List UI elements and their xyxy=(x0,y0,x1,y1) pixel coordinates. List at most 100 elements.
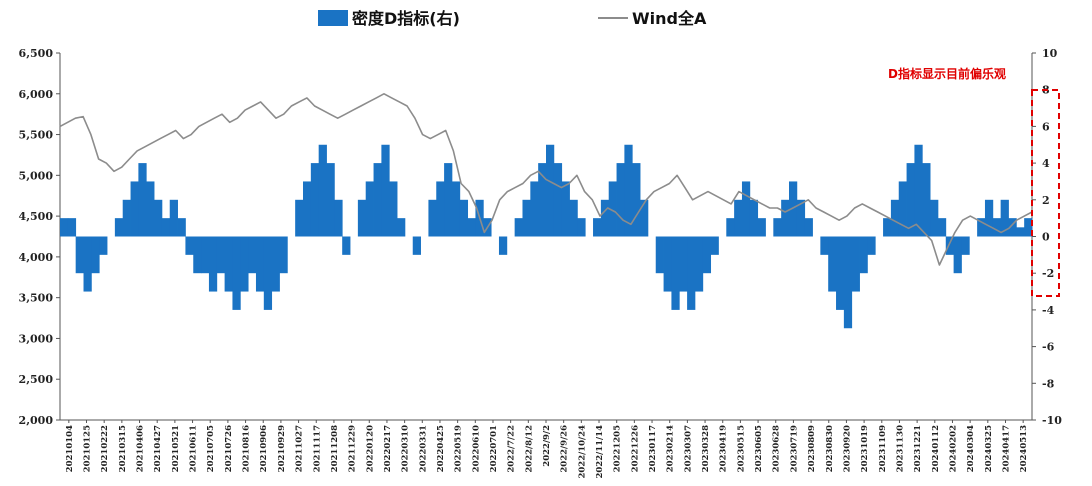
d-indicator-bars xyxy=(60,144,1033,329)
x-tick-label: 20220701 xyxy=(489,425,499,472)
d-indicator-bar xyxy=(569,199,578,237)
d-indicator-bar xyxy=(169,199,178,237)
x-tick-label: 20240325 xyxy=(984,425,994,472)
x-tick-label: 20230117 xyxy=(648,425,658,472)
x-tick-label: 2022/11/14 xyxy=(595,425,605,479)
d-indicator-bar xyxy=(428,199,437,237)
d-indicator-bar xyxy=(1016,227,1025,237)
d-indicator-bar xyxy=(741,181,751,237)
d-indicator-bar xyxy=(679,236,688,292)
d-indicator-bar xyxy=(538,163,547,237)
d-indicator-bar xyxy=(1024,218,1033,237)
annotation-group: D指标显示目前偏乐观 xyxy=(888,66,1060,297)
left-tick-label: 6,000 xyxy=(19,88,54,101)
d-indicator-bar xyxy=(757,218,766,237)
d-indicator-bar xyxy=(498,236,508,255)
x-tick-label: 20220425 xyxy=(436,425,446,472)
x-tick-label: 20230328 xyxy=(701,425,711,472)
d-indicator-bar xyxy=(263,236,273,310)
d-indicator-bar xyxy=(796,199,806,237)
annotation-dashed-box xyxy=(1031,89,1060,297)
d-indicator-bar xyxy=(546,144,555,237)
d-indicator-bar xyxy=(632,163,641,237)
x-tick-label: 20230307 xyxy=(683,425,693,472)
d-indicator-bar xyxy=(898,181,907,237)
d-indicator-bar xyxy=(789,181,798,237)
d-indicator-bar xyxy=(279,236,288,274)
x-tick-label: 20210906 xyxy=(259,425,269,472)
d-indicator-bar xyxy=(851,236,860,292)
d-indicator-bar xyxy=(890,199,900,237)
d-indicator-bar xyxy=(726,218,735,237)
left-tick-label: 5,000 xyxy=(19,169,54,182)
d-indicator-bar xyxy=(930,199,939,237)
x-tick-label: 20220519 xyxy=(454,425,464,472)
annotation-text: D指标显示目前偏乐观 xyxy=(888,66,1006,81)
x-tick-label: 20210816 xyxy=(242,425,252,472)
d-indicator-bar xyxy=(451,181,461,237)
d-indicator-bar xyxy=(624,144,633,237)
x-tick-label: 20221226 xyxy=(630,425,640,472)
left-tick-label: 3,500 xyxy=(19,292,54,305)
d-indicator-bar xyxy=(83,236,92,292)
d-indicator-bar xyxy=(828,236,837,292)
x-tick-label: 20210929 xyxy=(277,425,287,472)
left-tick-label: 3,000 xyxy=(19,332,54,345)
x-tick-label: 20210611 xyxy=(189,425,199,472)
d-indicator-bar xyxy=(804,218,813,237)
d-indicator-bar xyxy=(310,163,320,237)
x-tick-label: 20220331 xyxy=(418,425,428,472)
d-indicator-bar xyxy=(1008,218,1017,237)
d-indicator-bar xyxy=(694,236,704,292)
d-indicator-bar xyxy=(122,199,131,237)
x-tick-label: 20231019 xyxy=(860,425,870,472)
d-indicator-bar xyxy=(467,218,476,237)
x-tick-label: 20220310 xyxy=(401,425,411,472)
wind-a-series-line xyxy=(59,93,1033,266)
d-indicator-bar xyxy=(185,236,194,255)
right-tick-label: 0 xyxy=(1042,231,1050,244)
x-tick-label: 20230719 xyxy=(789,425,799,472)
legend: 密度D指标(右) Wind全A xyxy=(318,9,707,28)
right-tick-label: -2 xyxy=(1042,267,1054,280)
d-indicator-bar xyxy=(232,236,241,310)
x-tick-label: 20230920 xyxy=(842,425,852,472)
d-indicator-bar xyxy=(381,144,390,237)
d-indicator-bar xyxy=(992,218,1002,237)
d-indicator-bar xyxy=(687,236,696,310)
x-tick-label: 20230214 xyxy=(666,425,676,472)
d-indicator-bar xyxy=(663,236,672,292)
d-indicator-bar xyxy=(906,163,915,237)
d-indicator-bar xyxy=(781,199,790,237)
d-indicator-bar xyxy=(114,218,124,237)
d-indicator-bar xyxy=(561,181,570,237)
left-tick-label: 5,500 xyxy=(19,129,54,142)
x-tick-label: 20220610 xyxy=(471,425,481,472)
legend-bar-swatch xyxy=(318,10,348,26)
d-indicator-bar xyxy=(577,218,586,237)
x-tick-label: 2022/9/2 xyxy=(542,425,552,467)
d-indicator-bar xyxy=(922,163,931,237)
d-indicator-bar xyxy=(710,236,719,255)
d-indicator-bar xyxy=(193,236,202,274)
d-indicator-bar xyxy=(836,236,845,310)
d-indicator-bar xyxy=(154,199,163,237)
left-tick-label: 4,000 xyxy=(19,251,54,264)
d-indicator-bar xyxy=(553,163,563,237)
right-tick-label: -10 xyxy=(1042,414,1062,427)
x-tick-label: 20221205 xyxy=(613,425,623,472)
right-tick-label: 10 xyxy=(1042,47,1058,60)
d-indicator-bar xyxy=(177,218,186,237)
right-tick-label: 6 xyxy=(1042,120,1050,133)
right-tick-label: -6 xyxy=(1042,341,1055,354)
d-indicator-bar xyxy=(937,218,947,237)
legend-bar-label: 密度D指标(右) xyxy=(351,9,460,28)
x-tick-label: 20231130 xyxy=(895,425,905,472)
d-indicator-bar xyxy=(373,163,382,237)
left-tick-label: 2,500 xyxy=(19,373,54,386)
d-indicator-bar xyxy=(91,236,100,274)
d-indicator-bar xyxy=(773,218,782,237)
x-tick-label: 20210125 xyxy=(83,425,93,472)
d-indicator-bar xyxy=(318,144,327,237)
